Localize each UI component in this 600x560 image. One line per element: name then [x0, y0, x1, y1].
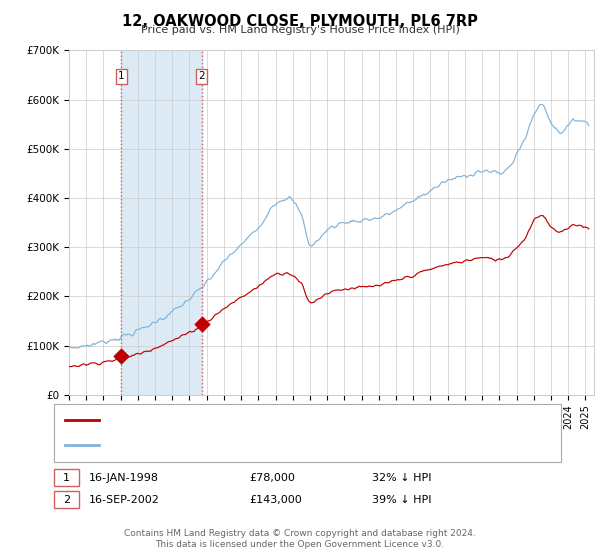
Bar	[121, 50, 202, 395]
Text: Contains HM Land Registry data © Crown copyright and database right 2024.: Contains HM Land Registry data © Crown c…	[124, 529, 476, 538]
Text: 1: 1	[118, 71, 125, 81]
Text: 39% ↓ HPI: 39% ↓ HPI	[372, 494, 431, 505]
Point	[197, 320, 206, 329]
Text: 16-SEP-2002: 16-SEP-2002	[89, 494, 160, 505]
Text: 12, OAKWOOD CLOSE, PLYMOUTH, PL6 7RP: 12, OAKWOOD CLOSE, PLYMOUTH, PL6 7RP	[122, 14, 478, 29]
Text: 32% ↓ HPI: 32% ↓ HPI	[372, 473, 431, 483]
Text: 1: 1	[63, 473, 70, 483]
Text: 12, OAKWOOD CLOSE, PLYMOUTH, PL6 7RP (detached house): 12, OAKWOOD CLOSE, PLYMOUTH, PL6 7RP (de…	[106, 416, 425, 426]
Text: HPI: Average price, detached house, South Hams: HPI: Average price, detached house, Sout…	[106, 440, 362, 450]
Text: £78,000: £78,000	[249, 473, 295, 483]
Text: 16-JAN-1998: 16-JAN-1998	[89, 473, 159, 483]
Text: This data is licensed under the Open Government Licence v3.0.: This data is licensed under the Open Gov…	[155, 540, 445, 549]
Text: £143,000: £143,000	[249, 494, 302, 505]
Text: 2: 2	[199, 71, 205, 81]
Point	[116, 352, 126, 361]
Text: 2: 2	[63, 494, 70, 505]
Text: Price paid vs. HM Land Registry's House Price Index (HPI): Price paid vs. HM Land Registry's House …	[140, 25, 460, 35]
